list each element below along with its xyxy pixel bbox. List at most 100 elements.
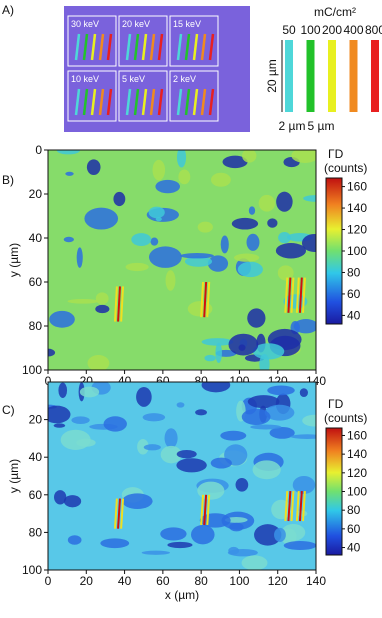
cell-label: 5 keV xyxy=(122,74,145,84)
heatmap-blob xyxy=(155,217,162,222)
heatmap-blob xyxy=(299,388,308,397)
sem-image xyxy=(64,6,250,132)
heatmap-blob xyxy=(53,423,66,428)
heatmap-blob xyxy=(176,402,185,408)
heatmap-blob xyxy=(278,231,291,244)
x-tick-label: 40 xyxy=(118,574,132,588)
heatmap-blob xyxy=(247,308,266,328)
y-tick-label: 20 xyxy=(29,187,43,201)
heatmap-blob xyxy=(95,304,110,314)
y-tick-label: 100 xyxy=(22,363,42,377)
x-tick-label: 140 xyxy=(306,574,326,588)
heatmap-blob xyxy=(67,535,82,545)
heatmap-blob xyxy=(269,426,295,439)
heatmap-blob xyxy=(241,555,268,570)
panel-label: B) xyxy=(2,173,14,187)
x-tick-label: 0 xyxy=(45,574,52,588)
pattern-line xyxy=(200,88,207,116)
colorbar-tick-label: 140 xyxy=(347,201,367,215)
heatmap-blob xyxy=(48,405,71,424)
cell xyxy=(67,70,117,122)
pattern-line xyxy=(208,88,215,116)
pattern-line xyxy=(149,88,156,116)
y-tick-label: 40 xyxy=(29,231,43,245)
heatmap-blob xyxy=(254,524,282,546)
heatmap-blob xyxy=(259,354,270,370)
cell xyxy=(118,70,168,122)
colorbar-tick-label: 100 xyxy=(347,485,367,499)
heatmap-blob xyxy=(67,298,99,304)
heatmap-blob xyxy=(137,439,149,455)
cell xyxy=(169,70,219,122)
heatmap-blob xyxy=(195,409,207,416)
cell-label: 30 keV xyxy=(71,19,99,29)
streak xyxy=(287,277,292,313)
heatmap-blob xyxy=(302,414,316,427)
heatmap-blob xyxy=(136,386,152,407)
heatmap-blob xyxy=(283,541,316,551)
pattern-line xyxy=(82,88,89,116)
heatmap-blob xyxy=(220,430,247,441)
colorbar-tick-label: 60 xyxy=(347,287,361,301)
pattern-line xyxy=(141,88,148,116)
pattern-line xyxy=(74,88,81,116)
heatmap-blob xyxy=(204,354,216,362)
heatmap-blob xyxy=(252,343,285,360)
cell xyxy=(118,15,168,67)
streak xyxy=(290,490,295,522)
x-tick-label: 60 xyxy=(156,574,170,588)
dose-bar xyxy=(306,40,315,112)
spacing-label: 5 µm xyxy=(308,119,335,133)
heatmap-blob xyxy=(141,550,170,555)
heatmap xyxy=(48,150,316,370)
streak xyxy=(287,490,292,522)
heatmap-blob xyxy=(71,416,90,424)
dose-bar xyxy=(349,40,358,112)
streak xyxy=(301,490,306,522)
heatmap-blob xyxy=(201,338,234,346)
pattern-line xyxy=(176,33,183,61)
y-tick-label: 60 xyxy=(29,488,43,502)
pattern-line xyxy=(208,33,215,61)
y-axis-label: y (µm) xyxy=(7,459,21,493)
heatmap-blob xyxy=(100,538,130,549)
heatmap-blob xyxy=(63,495,82,508)
streak xyxy=(203,494,208,525)
heatmap-blob xyxy=(264,404,295,421)
panel-label: A) xyxy=(2,3,14,17)
cell xyxy=(169,15,219,67)
pattern-line xyxy=(98,88,105,116)
pattern-line xyxy=(125,33,132,61)
y-tick-label: 0 xyxy=(35,143,42,157)
pattern-line xyxy=(74,33,81,61)
heatmap-blob xyxy=(210,457,232,469)
dose-bar xyxy=(328,40,336,112)
pattern-line xyxy=(82,33,89,61)
x-axis-label: x (µm) xyxy=(165,588,199,602)
colorbar xyxy=(325,177,343,325)
y-tick-label: 80 xyxy=(29,525,43,539)
heatmap-blob xyxy=(184,256,213,267)
streak xyxy=(117,498,121,529)
heatmap-blob xyxy=(58,382,68,399)
heatmap-blob xyxy=(210,172,231,187)
heatmap-blob xyxy=(176,449,197,459)
x-tick-label: 120 xyxy=(268,574,288,588)
streak xyxy=(114,286,118,322)
heatmap-blob xyxy=(234,253,260,262)
pattern-line xyxy=(192,88,199,116)
pattern-line xyxy=(184,33,191,61)
heatmap-blob xyxy=(292,475,316,494)
colorbar-title: ΓD xyxy=(328,397,344,411)
heatmap-blob xyxy=(180,253,214,259)
heatmap-blob xyxy=(148,246,182,268)
pattern-line xyxy=(106,88,113,116)
pattern-line xyxy=(98,33,105,61)
streak xyxy=(200,281,205,318)
pattern-line xyxy=(200,33,207,61)
heatmap-blob xyxy=(247,395,280,409)
heatmap-blob xyxy=(176,150,187,168)
heatmap-blob xyxy=(275,243,307,259)
heatmap-blob xyxy=(86,159,101,175)
